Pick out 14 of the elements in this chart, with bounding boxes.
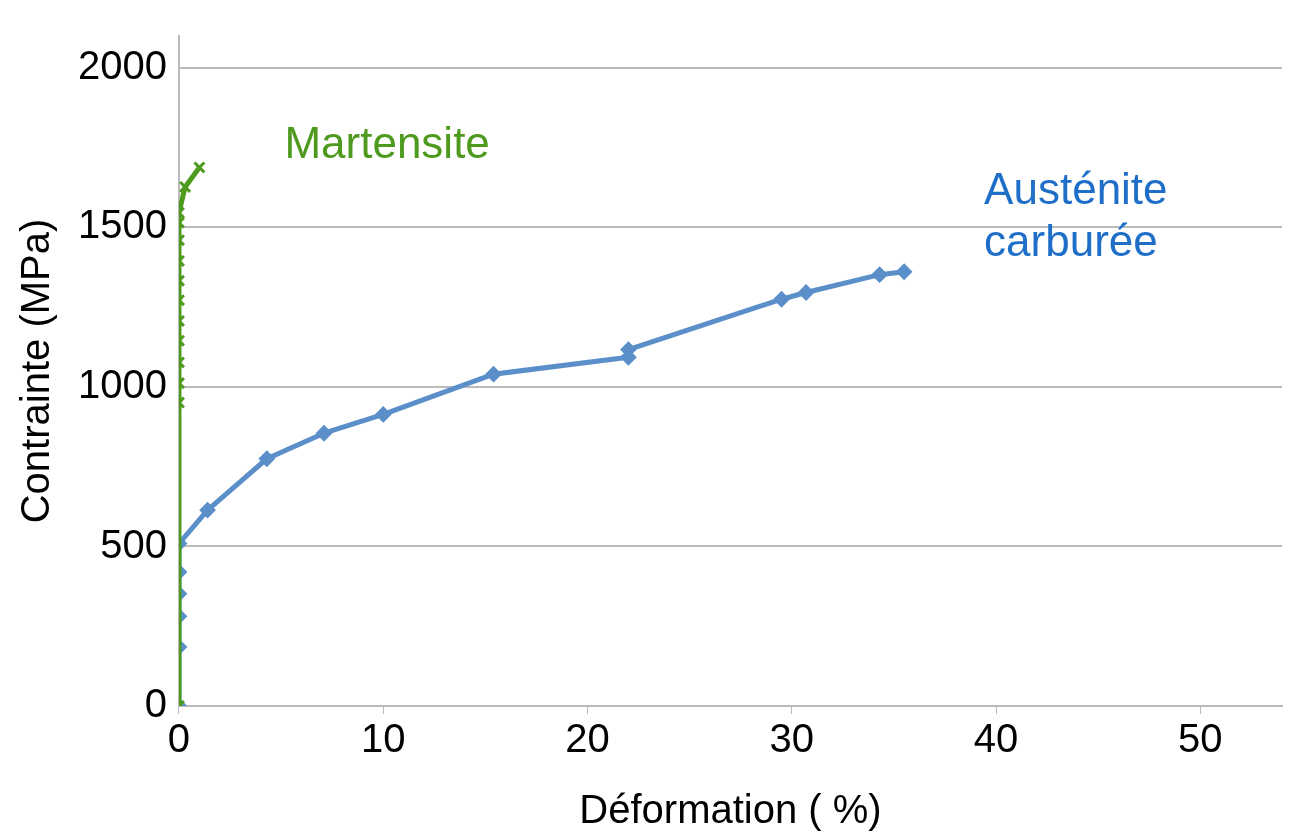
y-tick-label: 0	[144, 681, 167, 726]
x-tick-label: 50	[1178, 716, 1223, 761]
y-axis-title: Contrainte (MPa)	[13, 218, 58, 524]
y-tick-label: 1500	[78, 202, 167, 247]
y-tick-label: 1000	[78, 361, 167, 406]
x-axis-title: Déformation ( %)	[579, 787, 882, 832]
series-label: Martensite	[284, 117, 490, 167]
x-tick-label: 20	[565, 716, 610, 761]
y-tick-label: 500	[100, 521, 167, 566]
series-label: Austénite carburée	[984, 163, 1168, 265]
x-tick-label: 10	[361, 716, 406, 761]
x-tick-label: 30	[769, 716, 815, 761]
y-tick-label: 2000	[78, 42, 167, 87]
x-tick-label: 40	[973, 716, 1019, 761]
